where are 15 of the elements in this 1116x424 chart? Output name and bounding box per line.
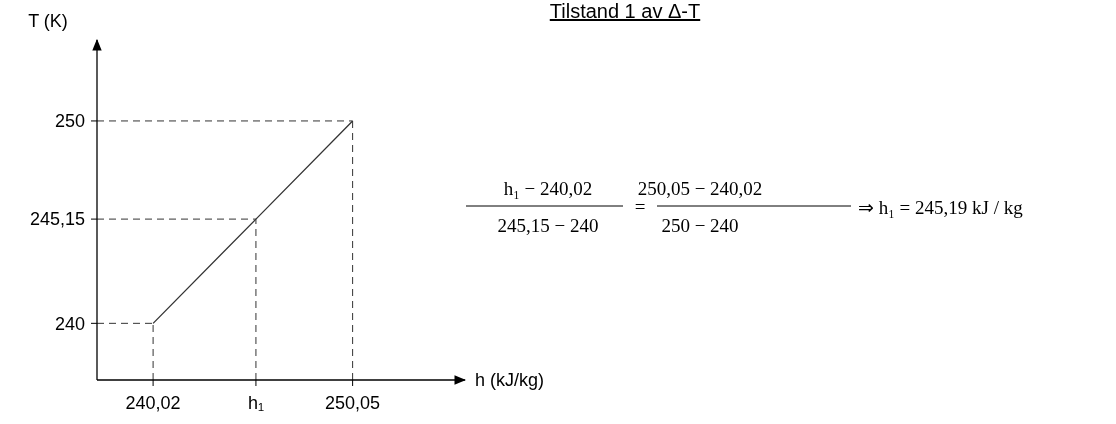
y-tick-label: 240: [54, 313, 85, 334]
y-tick-label: 250: [54, 111, 85, 132]
x-axis-title: h (kJ/kg): [475, 370, 545, 391]
text: h₁ − 240,02: [503, 178, 593, 199]
text: 250 − 240: [661, 215, 739, 236]
text: Tilstand 1 av Δ-T: [549, 0, 701, 22]
y-axis-title: T (K): [28, 11, 68, 31]
text: 250,05 − 240,02: [637, 178, 763, 199]
text: =: [634, 196, 646, 217]
text: ⇒ h₁ = 245,19 kJ / kg: [858, 197, 1024, 218]
text: 245,15 − 240: [497, 215, 599, 236]
x-tick-label: 240,02: [125, 393, 181, 413]
x-tick-label: h₁: [247, 393, 264, 413]
x-tick-label: 250,05: [325, 393, 381, 413]
y-tick-label: 245,15: [29, 209, 85, 230]
